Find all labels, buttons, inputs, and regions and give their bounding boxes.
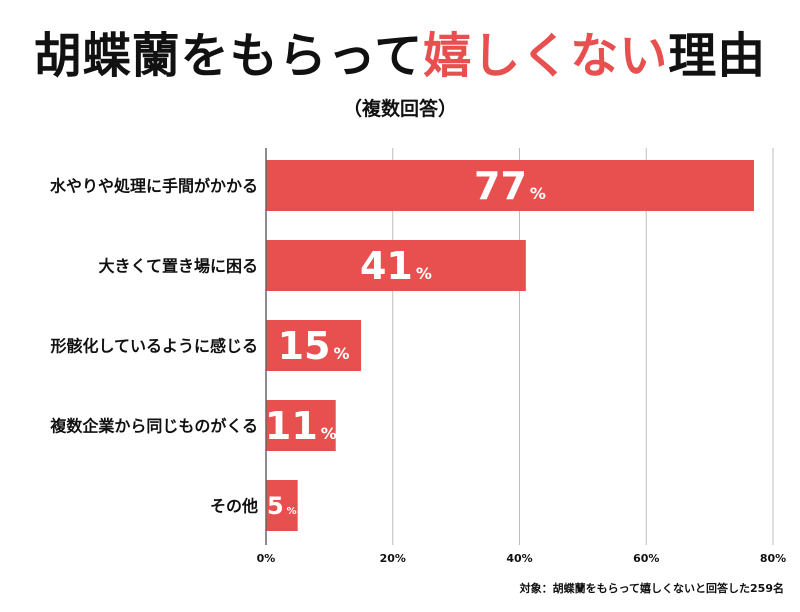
bar-4 [266,400,336,451]
category-label-1: 水やりや処理に手間がかかる [50,177,258,196]
x-tick-label-60: 60% [633,552,659,565]
x-tick-label-80: 80% [760,552,786,565]
chart-subtitle: （複数回答） [342,98,457,120]
title-accent: 嬉しくない [423,28,669,84]
x-tick-label-20: 20% [380,552,406,565]
title-before: 胡蝶蘭をもらって [33,28,424,84]
title-after: 理由 [668,28,767,84]
bar-3 [266,320,362,371]
category-label-4: 複数企業から同じものがくる [49,417,258,436]
category-label-2: 大きくて置き場に困る [98,257,258,276]
value-label-4: 11% [265,404,337,448]
category-label-5: その他 [210,497,258,516]
footnote: 対象：胡蝶蘭をもらって嬉しくないと回答した259名 [519,582,784,595]
bar-2 [266,240,526,291]
chart-title: 胡蝶蘭をもらって嬉しくない理由 [0,26,800,86]
value-label-5: 5% [267,492,297,520]
value-label-1: 77% [474,164,546,208]
value-label-2: 41% [360,244,432,288]
bar-5 [266,480,298,531]
category-label-3: 形骸化しているように感じる [50,337,258,356]
x-tick-label-0: 0% [257,552,276,565]
value-label-3: 15% [278,324,350,368]
x-tick-label-40: 40% [506,552,532,565]
bar-1 [266,160,754,211]
